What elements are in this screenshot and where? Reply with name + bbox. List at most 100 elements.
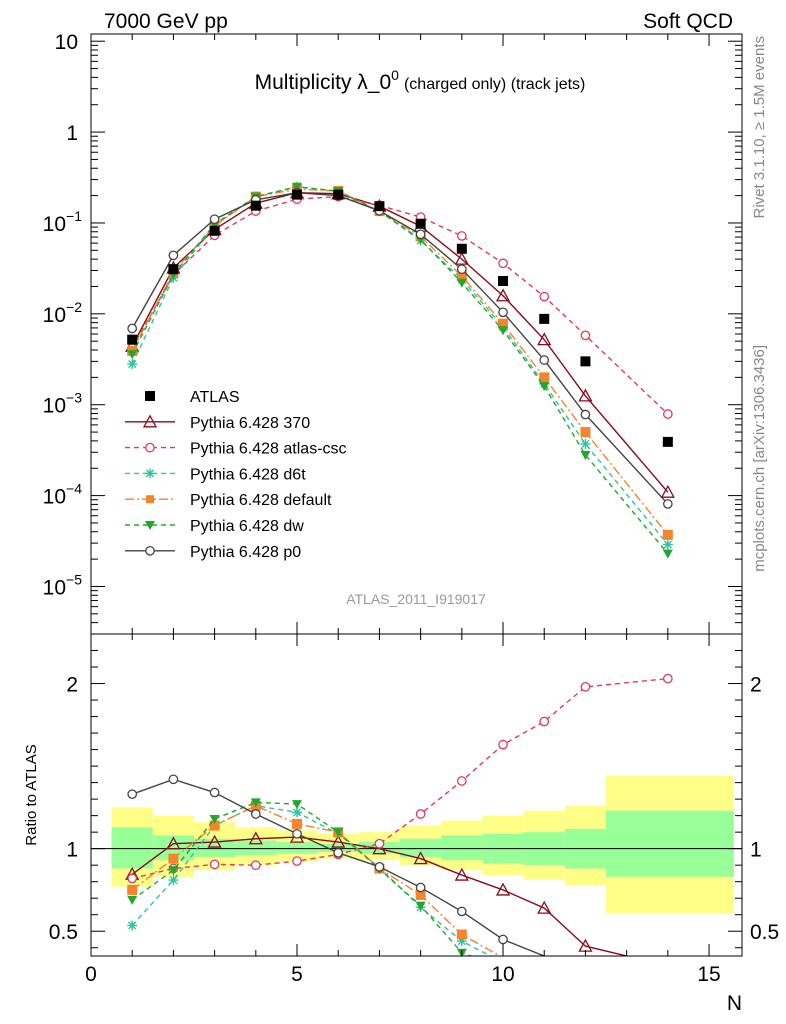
series-0-point-8-shape [454, 251, 469, 265]
series-1-point-11-shape [580, 330, 591, 341]
legend-marker-4-shape [145, 521, 155, 530]
series-3-point-11 [580, 427, 591, 438]
y-tick-exp-2: −1 [66, 208, 82, 224]
legend-marker-5-shape [145, 545, 155, 556]
series-4-ratio-point-3 [250, 798, 261, 808]
series-4-point-9-shape [498, 326, 509, 336]
series-5-ratio-point-9 [498, 934, 508, 945]
atlas-point-7 [415, 218, 426, 229]
series-1-ratio-point-11-shape [580, 681, 591, 692]
series-4-point-12 [662, 549, 673, 559]
series-5-point-1-shape [168, 250, 179, 261]
series-5-point-11-shape [580, 409, 591, 420]
series-5-ratio-point-8 [456, 906, 467, 917]
atlas-point-11-shape [580, 356, 591, 367]
series-5-point-1 [168, 250, 179, 261]
chart-title-sup: 0 [391, 67, 399, 83]
series-5-point-0 [127, 323, 138, 334]
series-1-ratio-point-4-shape [292, 856, 302, 866]
ratio-panel: 0 5 10 152 21 10.5 0.5 [49, 34, 779, 986]
series-0-ratio-point-5 [331, 834, 346, 848]
x-tick-label-2: 10 [491, 963, 514, 986]
series-1-ratio-point-6-shape [374, 838, 385, 849]
series-1-ratio-point-11 [580, 681, 591, 692]
series-5-point-8-shape [456, 264, 467, 275]
atlas-point-6 [374, 201, 385, 212]
atlas-point-3 [250, 200, 261, 211]
ratio-tick-label-right-1: 1 [750, 839, 762, 862]
series-1-ratio-point-2 [209, 859, 220, 870]
series-0-point-9 [495, 288, 511, 302]
legend-entry-atlas: ATLAS [145, 389, 240, 406]
y-tick-exp-4: −3 [66, 390, 82, 406]
atlas-point-4-shape [292, 189, 303, 200]
y-tick-label-4: 10−3 [43, 390, 83, 418]
series-0-ratio-point-8 [454, 867, 469, 881]
band-stat-8 [441, 835, 483, 861]
series-4-point-11-shape [580, 450, 591, 460]
series-0-ratio-point-2-shape [207, 834, 222, 848]
main-frame [90, 33, 743, 635]
series-5-ratio-point-9-shape [498, 934, 508, 945]
y-tick-exp-3: −2 [66, 299, 82, 315]
series-5-ratio-point-8-shape [456, 906, 467, 917]
series-1-point-12 [662, 409, 673, 419]
series-2-ratio-point-0 [127, 920, 138, 931]
series-3-point-8 [456, 271, 467, 282]
series-3-point-11-shape [580, 427, 591, 438]
series-4-ratio-point-5 [333, 828, 344, 838]
series-0-point-9-shape [495, 288, 511, 302]
series-0-ratio-point-2 [207, 834, 222, 848]
series-5-point-7 [415, 229, 426, 240]
band-stat-4 [276, 842, 318, 854]
series-1-ratio-point-7-shape [415, 809, 426, 819]
series-3-ratio-point-4 [292, 818, 303, 829]
series-5-ratio-point-7 [415, 882, 426, 893]
series-3-ratio-point-0 [127, 884, 138, 895]
band-stat-7 [400, 838, 442, 857]
series-1-ratio-point-0-shape [127, 873, 138, 884]
series-1-point-10 [539, 291, 550, 302]
series-3-ratio-point-1-shape [168, 853, 179, 864]
series-4-point-4 [292, 182, 303, 192]
legend-marker-0-shape [142, 414, 158, 428]
atlas-point-0 [127, 334, 138, 345]
series-4-point-12-shape [662, 549, 673, 559]
atlas-point-1-shape [168, 264, 179, 275]
atlas-point-10 [539, 313, 550, 324]
series-2-point-12-shape [662, 539, 673, 550]
series-3-ratio-point-0-shape [127, 884, 138, 895]
legend-label-1: Pythia 6.428 atlas-csc [190, 441, 347, 458]
series-5-point-10 [539, 355, 550, 365]
y-tick-base-3: 10 [43, 304, 66, 327]
series-1-point-10-shape [539, 291, 550, 302]
series-0-ratio-point-1-shape [166, 836, 181, 850]
series-3-ratio-point-1 [168, 853, 179, 864]
series-3-point-12-shape [662, 529, 673, 540]
y-tick-base-4: 10 [43, 395, 66, 418]
series-0-point-12 [660, 484, 675, 498]
series-0-ratio-point-6-shape [372, 841, 387, 855]
series-0-point-10 [537, 332, 552, 346]
series-0-ratio-point-9 [495, 882, 511, 896]
series-0-point-12-shape [660, 484, 675, 498]
x-axis-label: N [727, 992, 742, 1015]
series-4-point-9 [498, 326, 509, 336]
series-5-ratio-point-5 [333, 847, 344, 858]
series-4-point-8-shape [456, 278, 467, 288]
legend-entry-2: Pythia 6.428 d6t [125, 466, 306, 483]
series-0-ratio-point-10 [537, 900, 552, 914]
series-2-ratio-point-1-shape [168, 875, 179, 886]
x-tick-label-0: 0 [85, 963, 97, 986]
series-1-ratio-point-6 [374, 838, 385, 849]
series-5-point-11 [580, 409, 591, 420]
series-1-point-9 [498, 258, 508, 269]
atlas-point-3-shape [250, 200, 261, 211]
series-2-ratio-point-4-shape [292, 807, 303, 818]
legend-entry-4: Pythia 6.428 dw [125, 518, 304, 535]
series-5-ratio-point-7-shape [415, 882, 426, 893]
series-1-ratio-point-8-shape [456, 776, 467, 786]
series-4-ratio-point-7-shape [415, 901, 426, 911]
band-stat-3 [235, 840, 277, 856]
series-2-point-11 [580, 438, 591, 449]
